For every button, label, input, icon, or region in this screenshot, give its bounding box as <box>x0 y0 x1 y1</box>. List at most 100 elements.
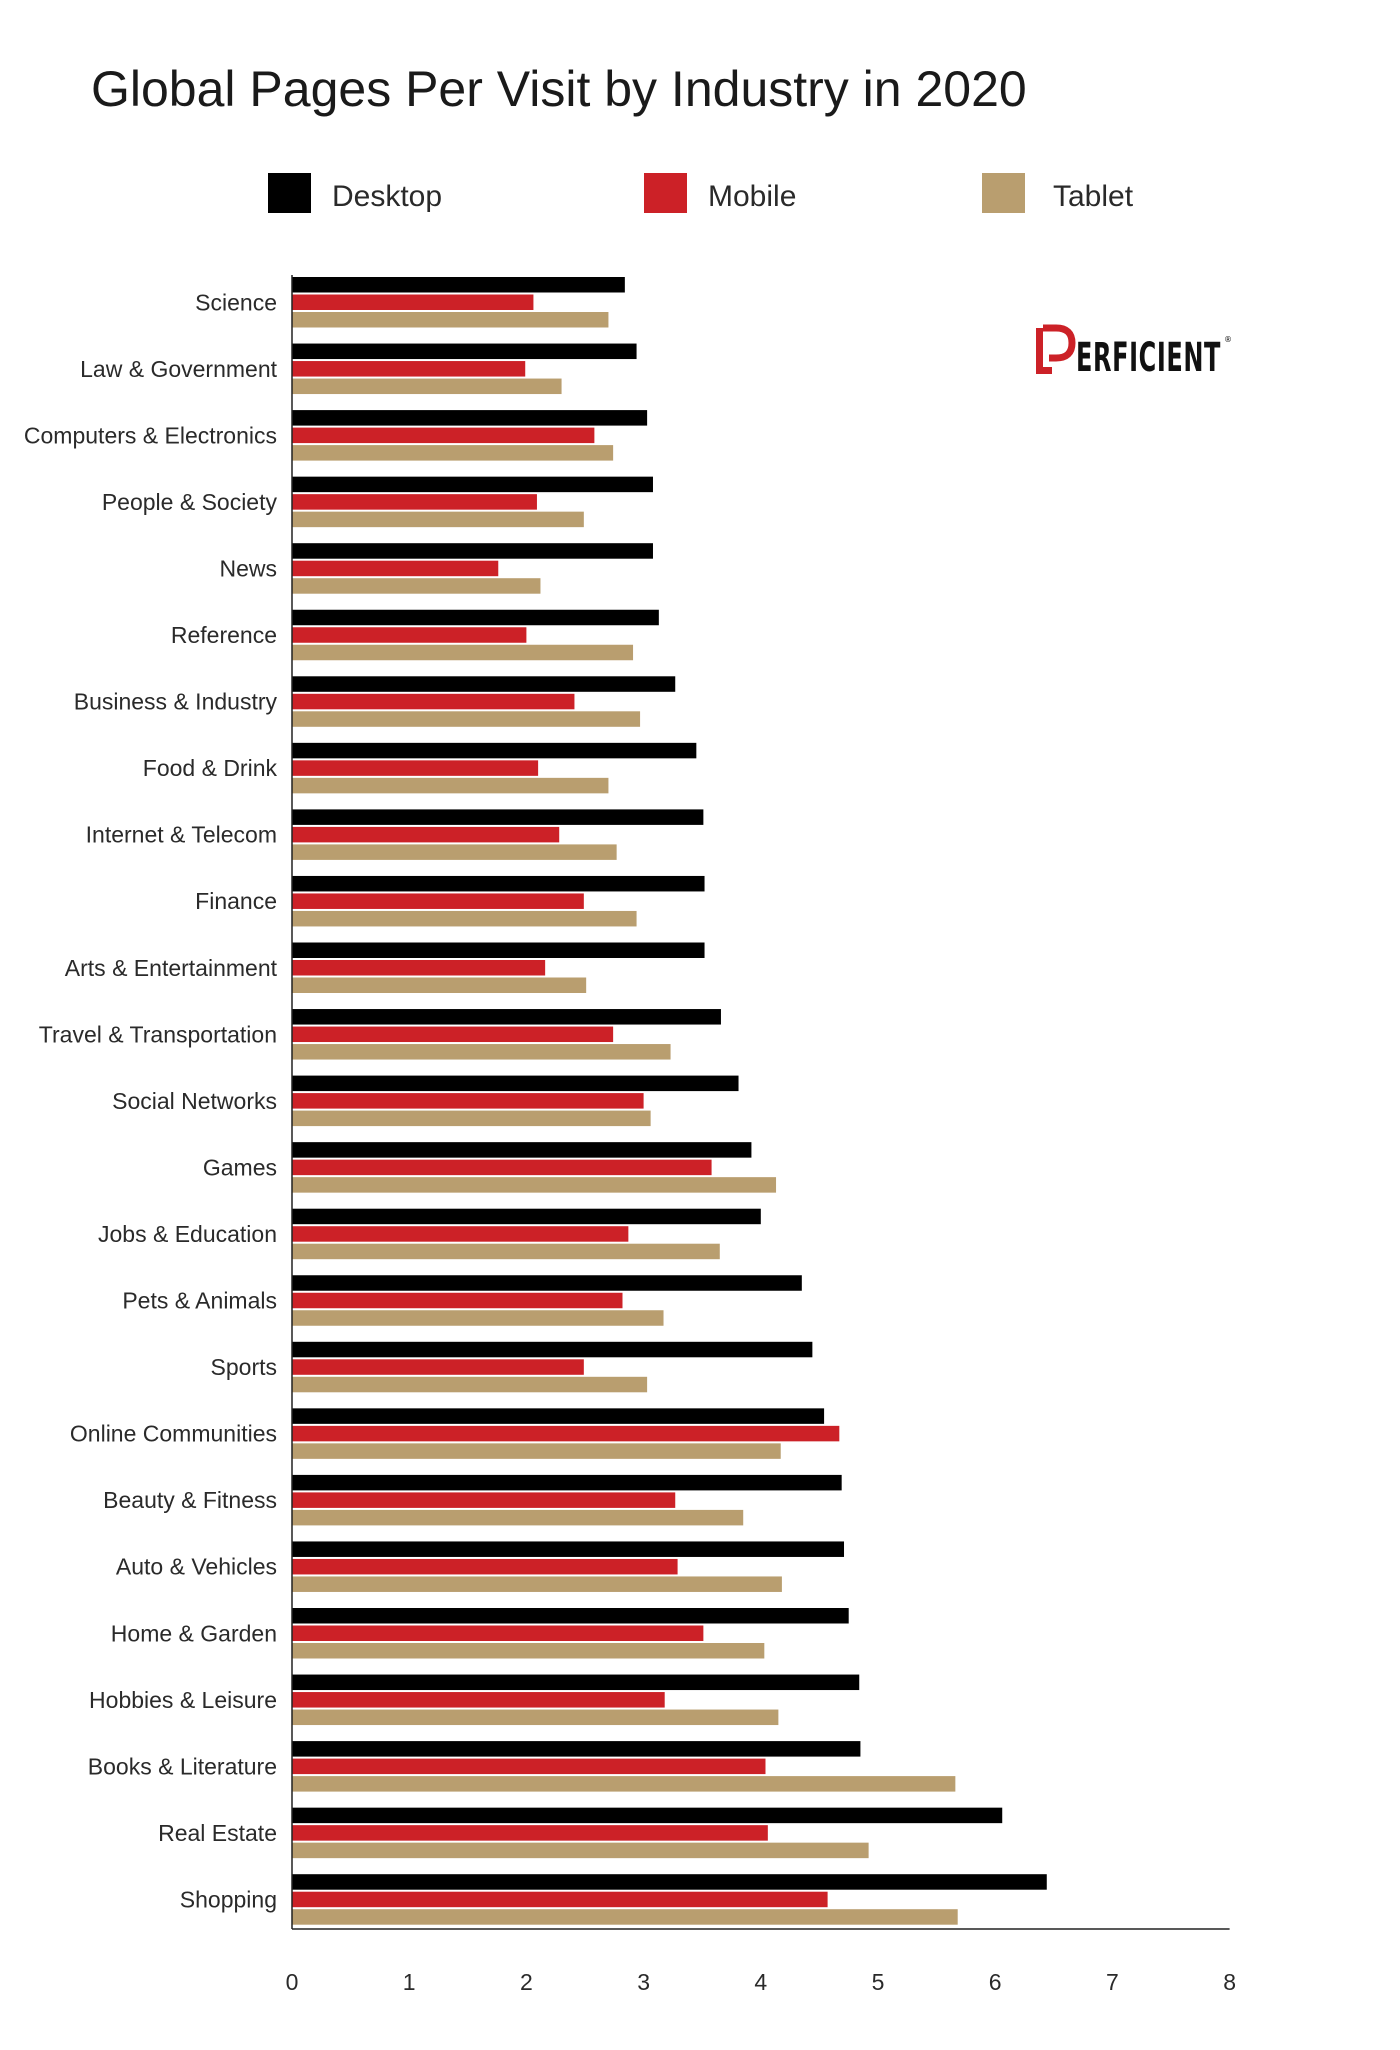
bar-auto-and-vehicles-tablet <box>292 1576 782 1592</box>
legend-label-mobile: Mobile <box>708 180 796 213</box>
category-label-news: News <box>219 555 277 581</box>
bar-science-desktop <box>292 277 625 293</box>
logo-mark-bar <box>1036 328 1043 374</box>
legend-item-tablet: Tablet <box>982 173 1134 213</box>
category-label-computers-and-electronics: Computers & Electronics <box>24 422 277 448</box>
bar-real-estate-mobile <box>292 1825 768 1841</box>
bar-shopping-tablet <box>292 1909 958 1925</box>
bar-business-and-industry-desktop <box>292 676 676 692</box>
bar-reference-desktop <box>292 609 659 626</box>
x-tick-label-4: 4 <box>754 1969 767 1995</box>
bar-jobs-and-education-desktop <box>292 1208 761 1225</box>
category-label-pets-and-animals: Pets & Animals <box>122 1288 277 1314</box>
category-label-finance: Finance <box>195 888 277 914</box>
bar-group-internet-and-telecom <box>292 809 704 860</box>
bar-sports-tablet <box>292 1376 648 1393</box>
bar-reference-tablet <box>292 644 634 661</box>
bar-home-and-garden-desktop <box>292 1608 849 1624</box>
bar-people-and-society-tablet <box>292 511 584 528</box>
bar-group-travel-and-transportation <box>292 1009 721 1060</box>
category-label-beauty-and-fitness: Beauty & Fitness <box>103 1487 277 1513</box>
bar-hobbies-and-leisure-desktop <box>292 1674 860 1691</box>
bar-group-sports <box>292 1341 813 1393</box>
bar-business-and-industry-tablet <box>292 711 641 727</box>
category-label-books-and-literature: Books & Literature <box>88 1753 277 1779</box>
bar-beauty-and-fitness-mobile <box>292 1492 676 1508</box>
x-tick-label-7: 7 <box>1106 1969 1119 1995</box>
bar-auto-and-vehicles-mobile <box>292 1558 678 1575</box>
bar-people-and-society-desktop <box>292 476 653 493</box>
bar-food-and-drink-tablet <box>292 777 609 794</box>
bar-group-pets-and-animals <box>292 1275 802 1326</box>
bar-group-business-and-industry <box>292 676 676 727</box>
bar-finance-mobile <box>292 893 584 909</box>
category-label-real-estate: Real Estate <box>158 1820 277 1846</box>
bar-hobbies-and-leisure-tablet <box>292 1709 779 1726</box>
bar-arts-and-entertainment-tablet <box>292 977 587 993</box>
bar-arts-and-entertainment-desktop <box>292 942 705 958</box>
bar-arts-and-entertainment-mobile <box>292 960 546 976</box>
bar-group-food-and-drink <box>292 742 697 794</box>
bar-internet-and-telecom-desktop <box>292 809 704 825</box>
bar-law-and-government-tablet <box>292 378 562 395</box>
category-label-travel-and-transportation: Travel & Transportation <box>39 1021 277 1047</box>
category-label-games: Games <box>203 1154 277 1180</box>
bar-computers-and-electronics-tablet <box>292 445 614 461</box>
category-label-hobbies-and-leisure: Hobbies & Leisure <box>89 1687 277 1713</box>
category-label-social-networks: Social Networks <box>112 1088 277 1114</box>
bar-people-and-society-mobile <box>292 494 537 510</box>
bar-group-beauty-and-fitness <box>292 1474 842 1526</box>
bar-group-real-estate <box>292 1807 1003 1859</box>
bar-group-people-and-society <box>292 476 653 528</box>
category-label-online-communities: Online Communities <box>70 1421 277 1447</box>
perficient-logo: ERFICIENT ® <box>1036 324 1232 381</box>
category-label-internet-and-telecom: Internet & Telecom <box>86 822 277 848</box>
category-label-sports: Sports <box>211 1354 277 1380</box>
bar-online-communities-mobile <box>292 1425 840 1442</box>
bar-travel-and-transportation-mobile <box>292 1026 614 1043</box>
bar-jobs-and-education-tablet <box>292 1243 720 1260</box>
x-tick-label-3: 3 <box>637 1969 650 1995</box>
bar-science-mobile <box>292 294 534 310</box>
bar-internet-and-telecom-tablet <box>292 844 617 860</box>
bar-computers-and-electronics-desktop <box>292 410 648 426</box>
bar-books-and-literature-desktop <box>292 1741 861 1757</box>
category-label-food-and-drink: Food & Drink <box>143 755 278 781</box>
x-tick-label-5: 5 <box>872 1969 885 1995</box>
bar-news-tablet <box>292 578 541 594</box>
legend-label-desktop: Desktop <box>332 180 442 213</box>
bar-social-networks-tablet <box>292 1110 651 1127</box>
bar-books-and-literature-mobile <box>292 1758 766 1775</box>
bar-internet-and-telecom-mobile <box>292 826 560 843</box>
bar-shopping-desktop <box>292 1874 1047 1890</box>
bar-travel-and-transportation-tablet <box>292 1044 671 1060</box>
logo-mark-bowl <box>1043 324 1076 362</box>
bar-real-estate-desktop <box>292 1807 1003 1824</box>
bar-online-communities-desktop <box>292 1408 825 1424</box>
bar-group-jobs-and-education <box>292 1208 761 1260</box>
bar-computers-and-electronics-mobile <box>292 427 595 444</box>
x-tick-label-0: 0 <box>286 1969 299 1995</box>
bars-group <box>292 277 1047 1925</box>
bar-sports-desktop <box>292 1341 813 1358</box>
bar-social-networks-mobile <box>292 1093 644 1109</box>
bar-finance-desktop <box>292 875 705 892</box>
legend-item-desktop: Desktop <box>268 173 442 213</box>
bar-online-communities-tablet <box>292 1443 781 1459</box>
legend-swatch-tablet <box>982 173 1025 213</box>
x-tick-label-8: 8 <box>1223 1969 1236 1995</box>
bar-home-and-garden-tablet <box>292 1643 765 1659</box>
bar-real-estate-tablet <box>292 1842 869 1859</box>
legend-label-tablet: Tablet <box>1053 180 1134 213</box>
bar-beauty-and-fitness-tablet <box>292 1509 744 1526</box>
bar-food-and-drink-desktop <box>292 742 697 759</box>
bar-jobs-and-education-mobile <box>292 1226 629 1242</box>
bar-group-books-and-literature <box>292 1741 956 1792</box>
bar-finance-tablet <box>292 910 637 927</box>
bar-auto-and-vehicles-desktop <box>292 1541 845 1557</box>
category-label-shopping: Shopping <box>180 1886 277 1912</box>
bar-group-arts-and-entertainment <box>292 942 705 993</box>
bar-games-tablet <box>292 1177 777 1193</box>
perficient-logo-mark <box>1036 324 1076 374</box>
